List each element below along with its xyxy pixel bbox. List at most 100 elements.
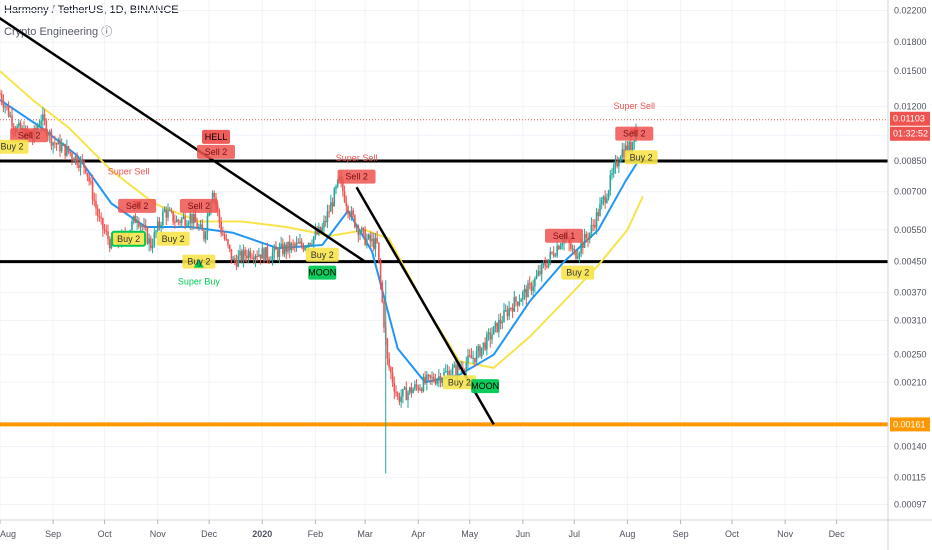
candle-body: [472, 357, 474, 359]
candle-body: [331, 202, 334, 207]
signal-label: Buy 2: [0, 142, 23, 152]
candle-body: [134, 216, 137, 223]
candle-body: [590, 224, 593, 234]
candle-body: [84, 167, 87, 173]
candle-body: [264, 247, 267, 261]
candle-body: [18, 122, 20, 127]
candle-body: [172, 211, 174, 223]
candle-body: [595, 212, 598, 228]
candle-body: [19, 122, 22, 131]
signal-text: Super Buy: [178, 276, 221, 286]
price-tick-label: 0.00370: [894, 288, 927, 298]
candle-body: [391, 372, 394, 383]
candle-body: [283, 244, 286, 255]
candle-body: [556, 245, 558, 256]
candle-body: [12, 126, 15, 130]
candle-body: [198, 226, 200, 229]
candle-body: [535, 275, 538, 279]
signal-badge: [305, 247, 339, 262]
candle-body: [540, 263, 543, 275]
sell-arrow-icon: [629, 128, 640, 137]
candle-body: [587, 237, 589, 240]
candle-body: [270, 260, 272, 262]
candle-body: [9, 115, 12, 117]
indicator-title[interactable]: Crypto Engineering ⓘ: [4, 26, 113, 38]
candle-body: [499, 319, 502, 324]
candle-body: [223, 234, 226, 240]
candle-body: [528, 283, 531, 285]
candle-body: [6, 106, 8, 108]
candle-body: [96, 208, 99, 216]
candle-body: [479, 345, 481, 357]
candle-body: [604, 196, 606, 203]
candle-body: [456, 364, 459, 376]
signal-label: Buy 2: [117, 234, 140, 244]
time-tick-label: Oct: [725, 529, 740, 539]
price-tick-label: 0.00210: [894, 377, 927, 387]
candle-body: [76, 156, 78, 165]
candle-body: [258, 254, 260, 257]
price-tick-label: 0.01800: [894, 37, 927, 47]
candle-body: [93, 199, 96, 201]
signal-badge: [442, 375, 476, 390]
candle-body: [252, 257, 255, 260]
candle-body: [143, 225, 145, 228]
last-price-tag-bg: [890, 111, 930, 126]
candle-body: [371, 238, 373, 242]
candle-body: [79, 158, 82, 168]
candle-body: [52, 142, 54, 146]
candle-body: [333, 188, 336, 207]
candle-body: [534, 278, 536, 287]
signal-badge: [545, 228, 583, 243]
candle-body: [302, 245, 305, 251]
candle-body: [323, 220, 325, 228]
price-tick-label: 0.01200: [894, 101, 927, 111]
candle-body: [148, 238, 150, 244]
candle-body: [360, 227, 363, 233]
candle-body: [609, 175, 612, 191]
candle-body: [352, 210, 354, 216]
signal-label: Sell 2: [623, 129, 646, 139]
candle-body: [228, 244, 231, 249]
candle-body: [285, 244, 288, 252]
candle-body: [220, 221, 222, 234]
candle-body: [54, 142, 56, 144]
candle-body: [431, 376, 433, 378]
signal-badge: [179, 198, 218, 213]
candle-body: [242, 249, 245, 261]
candle-body: [441, 378, 444, 383]
candle-body: [434, 380, 437, 384]
slow-ma-line: [0, 70, 644, 369]
candle-body: [547, 259, 550, 267]
signal-label: Buy 2: [311, 250, 334, 260]
candle-body: [379, 260, 382, 283]
candle-body: [0, 93, 3, 102]
signal-badge: [197, 144, 235, 159]
candle-body: [326, 211, 329, 223]
candle-body: [408, 387, 411, 393]
candle-body: [98, 215, 101, 218]
candle-body: [633, 140, 636, 142]
candle-body: [189, 213, 192, 223]
time-axis[interactable]: Aug Sep Oct Nov Dec 2020 Feb Mar Apr May Jun Jul Aug…: [0, 519, 932, 539]
candle-body: [429, 375, 432, 378]
candle-body: [348, 213, 351, 217]
candle-body: [335, 186, 337, 189]
candle-body: [139, 225, 142, 227]
signal-label: Sell 1: [553, 231, 576, 241]
candle-body: [62, 143, 65, 146]
candle-body: [614, 160, 617, 166]
price-tick-label: 0.02200: [894, 5, 927, 15]
candle-body: [165, 209, 168, 218]
time-tick-label: Oct: [98, 529, 113, 539]
candle-body: [299, 241, 301, 244]
candle-body: [503, 310, 505, 323]
candle-body: [182, 216, 185, 219]
candle-body: [583, 234, 586, 248]
candle-body: [179, 221, 181, 223]
candle-body: [537, 271, 540, 276]
last-price-tag: 0.01103: [893, 114, 925, 124]
countdown-tag-bg: [890, 126, 930, 141]
price-axis[interactable]: 0.022000.018000.015000.012000.010000.008…: [887, 0, 930, 550]
